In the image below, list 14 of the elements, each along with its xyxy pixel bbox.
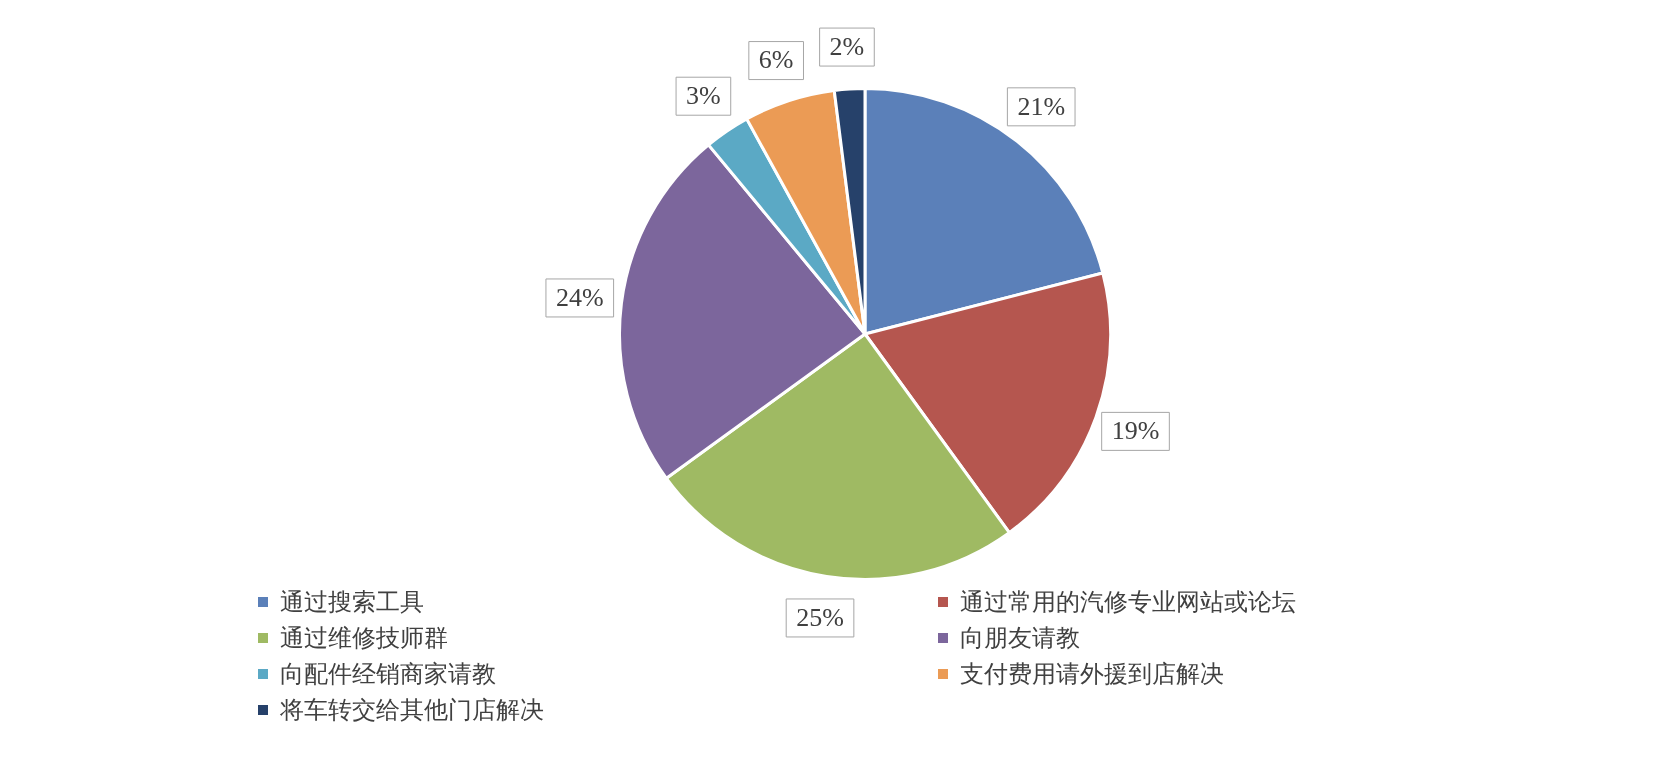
data-label: 25%: [796, 602, 844, 632]
legend-label: 向朋友请教: [960, 623, 1080, 654]
data-label: 19%: [1111, 416, 1160, 446]
legend-label: 通过搜索工具: [280, 587, 424, 618]
data-label: 24%: [555, 282, 604, 312]
data-label: 3%: [686, 81, 721, 111]
data-label: 2%: [829, 31, 865, 61]
legend-label: 通过维修技师群: [280, 623, 448, 654]
legend-label: 将车转交给其他门店解决: [280, 695, 544, 726]
legend-label: 支付费用请外援到店解决: [960, 659, 1224, 690]
data-label: 6%: [758, 45, 794, 75]
legend-label: 通过常用的汽修专业网站或论坛: [960, 587, 1296, 618]
legend-label: 向配件经销商家请教: [280, 659, 496, 690]
data-label: 21%: [1017, 91, 1066, 121]
